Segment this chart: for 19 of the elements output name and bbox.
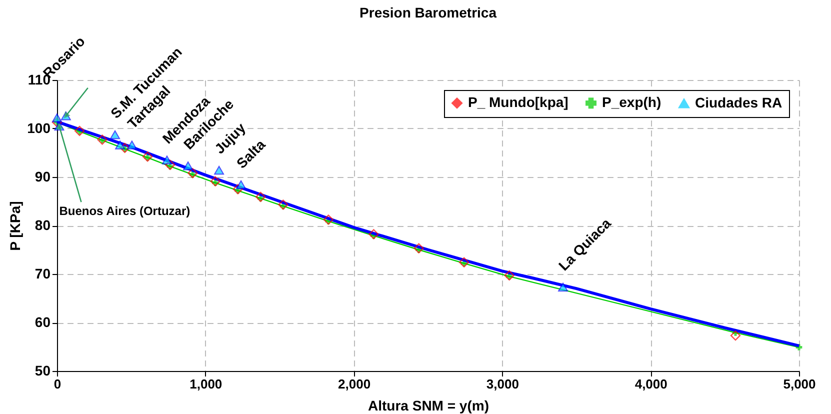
x-axis-title: Altura SNM = y(m): [368, 398, 489, 414]
legend-label: P_ Mundo[kpa]: [468, 94, 568, 110]
y-tick-label: 70: [34, 266, 51, 282]
x-tick-label: 5,000: [783, 376, 816, 392]
legend-label: Ciudades RA: [695, 94, 782, 110]
y-axis-title: P [KPa]: [7, 201, 24, 251]
x-tick-label: 1,000: [190, 376, 222, 392]
annotation: Buenos Aires (Ortuzar): [59, 204, 190, 218]
x-tick-label: 0: [54, 376, 62, 392]
y-tick-label: 60: [34, 314, 51, 330]
y-tick-label: 50: [34, 362, 51, 378]
y-tick-label: 100: [27, 120, 51, 136]
x-tick-label: 4,000: [634, 376, 668, 392]
y-tick-label: 90: [34, 168, 51, 184]
x-tick-label: 2,000: [338, 376, 371, 392]
y-tick-label: 80: [34, 217, 51, 233]
x-tick-label: 3,000: [486, 376, 519, 392]
legend-label: P_exp(h): [602, 94, 662, 110]
chart-title: Presion Barometrica: [360, 4, 497, 20]
